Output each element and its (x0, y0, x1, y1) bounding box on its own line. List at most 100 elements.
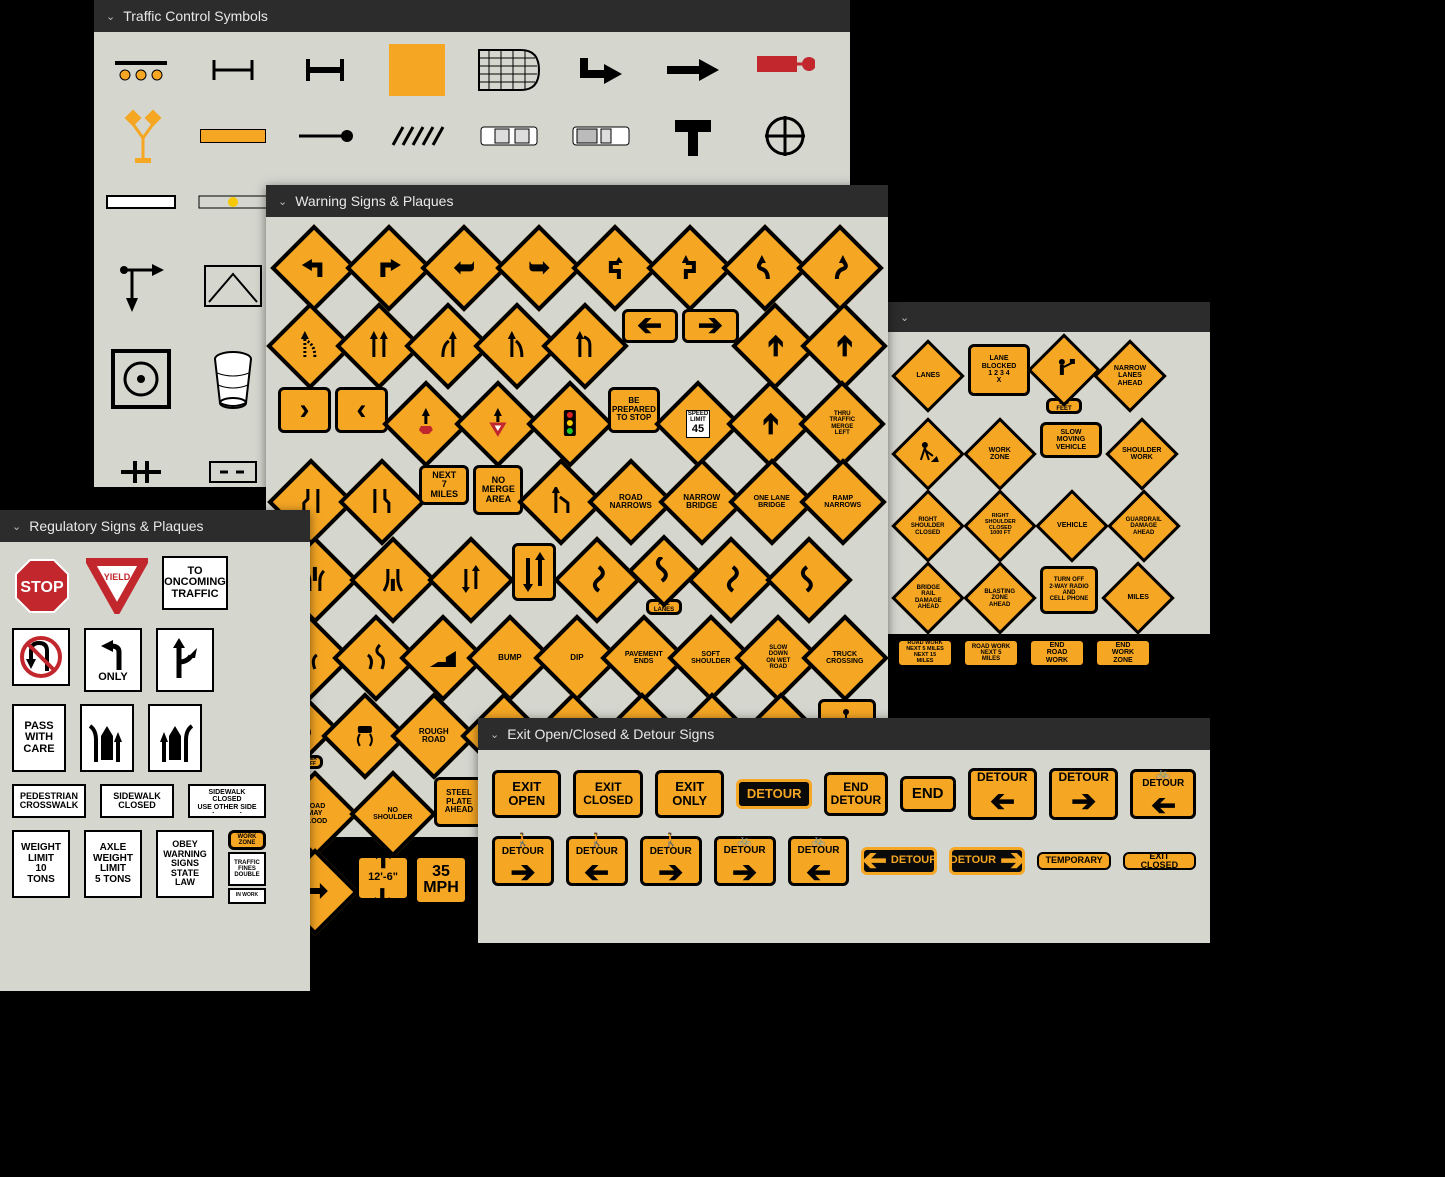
w-thru-merge[interactable]: THRU TRAFFIC MERGE LEFT (808, 387, 876, 461)
warning-ext-header[interactable]: ⌄ (888, 302, 1210, 332)
wx-work-zone[interactable]: WORKZONE (968, 422, 1032, 486)
tc-bar-dot[interactable] (198, 178, 268, 226)
tc-pin[interactable] (290, 112, 360, 160)
wx-right-shoulder[interactable]: RIGHT SHOULDER CLOSED (896, 494, 960, 558)
w-reverse-curve-l[interactable] (730, 231, 801, 305)
warning-header[interactable]: ⌄ Warning Signs & Plaques (266, 185, 888, 217)
w-clearance[interactable]: 12'-6" (356, 855, 410, 901)
d-exit-closed[interactable]: EXIT CLOSED (573, 770, 642, 818)
r-sidewalk-closed[interactable]: SIDEWALK CLOSED (100, 784, 174, 818)
w-winding-l[interactable] (560, 543, 634, 617)
r-keep-right[interactable] (80, 704, 134, 772)
regulatory-header[interactable]: ⌄ Regulatory Signs & Plaques (0, 510, 310, 542)
w-speed-45[interactable]: SPEEDLIMIT45 (664, 387, 732, 461)
wx-turn-off[interactable]: TURN OFF 2-WAY RADIO AND CELL PHONE (1040, 566, 1098, 614)
r-work-zone-fines[interactable]: WORK ZONE TRAFFIC FINES DOUBLE IN WORK (228, 830, 266, 904)
r-ped-crosswalk[interactable]: PEDESTRIAN CROSSWALK (12, 784, 86, 818)
tc-railroad[interactable] (106, 448, 176, 496)
wx-road-work-5[interactable]: ROAD WORK NEXT 5 MILES NEXT 15 MILES (896, 638, 954, 668)
tc-signal-orange[interactable] (106, 112, 176, 160)
w-merge-arrow[interactable] (736, 387, 804, 461)
wx-right-shoulder-1000[interactable]: RIGHT SHOULDER CLOSED 1000 FT (968, 494, 1032, 558)
tc-target[interactable] (106, 346, 176, 412)
tc-arrow-right[interactable] (658, 46, 728, 94)
tc-crosshair[interactable] (750, 112, 820, 160)
r-axle-weight[interactable]: AXLE WEIGHT LIMIT 5 TONS (84, 830, 142, 898)
w-reverse-turn-r[interactable] (654, 231, 725, 305)
w-merge-r3[interactable] (811, 309, 876, 383)
w-no-shoulder[interactable]: NO SHOULDER (356, 777, 430, 851)
w-soft-shoulder[interactable]: SOFT SHOULDER (679, 621, 742, 695)
w-two-way[interactable] (434, 543, 508, 617)
tc-orange-bar[interactable] (198, 112, 268, 160)
wx-worker[interactable] (896, 422, 960, 486)
d-end[interactable]: END (900, 776, 956, 812)
wx-road-work-5b[interactable]: ROAD WORK NEXT 5 MILES (962, 638, 1020, 668)
w-bump[interactable]: BUMP (479, 621, 542, 695)
wx-blasting[interactable]: BLASTING ZONE AHEAD (968, 566, 1032, 630)
r-yield[interactable]: YIELD (86, 556, 148, 616)
w-curve-left[interactable] (429, 231, 500, 305)
d-blk-detour-r[interactable]: DETOUR (949, 847, 1025, 875)
w-merge-r2[interactable] (743, 309, 808, 383)
w-merge-1[interactable] (347, 309, 412, 383)
wx-end-work-zone[interactable]: END WORK ZONE (1094, 638, 1152, 668)
tc-vehicle-1[interactable] (474, 112, 544, 160)
wx-miles[interactable]: MILES (1106, 566, 1170, 630)
w-large-arrow-right[interactable] (682, 309, 738, 343)
w-winding-3[interactable] (694, 543, 768, 617)
w-be-prepared[interactable]: BE PREPARED TO STOP (608, 387, 660, 433)
w-divided-ends[interactable] (356, 543, 430, 617)
w-slippery-2[interactable] (332, 699, 397, 773)
w-next-7[interactable]: NEXT 7 MILES (419, 465, 469, 505)
w-speed-35[interactable]: 35 MPH (414, 855, 468, 905)
wx-lane-blocked[interactable]: LANE BLOCKED 1 2 3 4 X (968, 344, 1030, 396)
r-obey-warning[interactable]: OBEY WARNING SIGNS STATE LAW (156, 830, 214, 898)
d-bike-detour-r[interactable]: 🚲DETOUR (714, 836, 776, 886)
tc-stripes[interactable] (382, 112, 452, 160)
wx-slow-moving[interactable]: SLOW MOVING VEHICLE (1040, 422, 1102, 458)
tc-flag-red[interactable] (750, 46, 820, 94)
d-exit-open[interactable]: EXIT OPEN (492, 770, 561, 818)
tc-dash-box[interactable] (198, 448, 268, 496)
r-stop[interactable]: STOP (12, 556, 72, 616)
wx-flagger[interactable]: 500 FEET (1038, 344, 1090, 414)
d-detour-blk[interactable]: DETOUR (736, 779, 811, 809)
w-merge-sym[interactable] (527, 465, 594, 539)
w-stop-ahead[interactable] (392, 387, 460, 461)
w-winding-4[interactable] (772, 543, 846, 617)
w-road-narrows-sym-r[interactable] (349, 465, 416, 539)
w-ramp-narrows[interactable]: RAMP NARROWS (809, 465, 876, 539)
w-dip[interactable]: DIP (546, 621, 609, 695)
w-rough-road[interactable]: ROUGH ROAD (401, 699, 466, 773)
w-one-lane-bridge[interactable]: ONE LANE BRIDGE (739, 465, 806, 539)
d-ped-detour-r[interactable]: 🚶DETOUR (492, 836, 554, 886)
r-sidewalk-other[interactable]: SIDEWALK CLOSED USE OTHER SIDE (188, 784, 266, 818)
w-reverse-curve-r[interactable] (805, 231, 876, 305)
w-turn-left[interactable] (278, 231, 349, 305)
d-temporary[interactable]: TEMPORARY (1037, 852, 1110, 870)
w-no-merge[interactable]: NO MERGE AREA (473, 465, 523, 515)
w-large-arrow-left[interactable] (622, 309, 678, 343)
tc-attenuator[interactable] (474, 46, 544, 94)
tc-tee[interactable] (658, 112, 728, 160)
r-keep-right-2[interactable] (148, 704, 202, 772)
d-bike-detour-1[interactable]: 🚲DETOUR (1130, 769, 1196, 819)
d-detour-right[interactable]: DETOUR (1049, 768, 1118, 820)
w-slow-wet[interactable]: SLOW DOWN ON WET ROAD (746, 621, 809, 695)
w-reverse-turn-l[interactable] (579, 231, 650, 305)
d-bike-detour-l[interactable]: 🚲DETOUR (788, 836, 850, 886)
w-lane-ends-l[interactable] (415, 309, 480, 383)
wx-bridge-rail[interactable]: BRIDGE RAIL DAMAGE AHEAD (896, 566, 960, 630)
r-weight-limit[interactable]: WEIGHT LIMIT 10 TONS (12, 830, 70, 898)
r-pass-with-care[interactable]: PASS WITH CARE (12, 704, 66, 772)
wx-guardrail[interactable]: GUARDRAIL DAMAGE AHEAD (1112, 494, 1176, 558)
w-truck-crossing[interactable]: TRUCK CROSSING (813, 621, 876, 695)
w-curve-right[interactable] (504, 231, 575, 305)
detour-header[interactable]: ⌄ Exit Open/Closed & Detour Signs (478, 718, 1210, 750)
tc-bracket-1[interactable] (198, 46, 268, 94)
w-merge-left-1[interactable] (278, 309, 343, 383)
w-steel-plate[interactable]: STEEL PLATE AHEAD (434, 777, 484, 827)
d-exit-closed-sm[interactable]: EXIT CLOSED (1123, 852, 1196, 870)
w-yield-ahead[interactable] (464, 387, 532, 461)
